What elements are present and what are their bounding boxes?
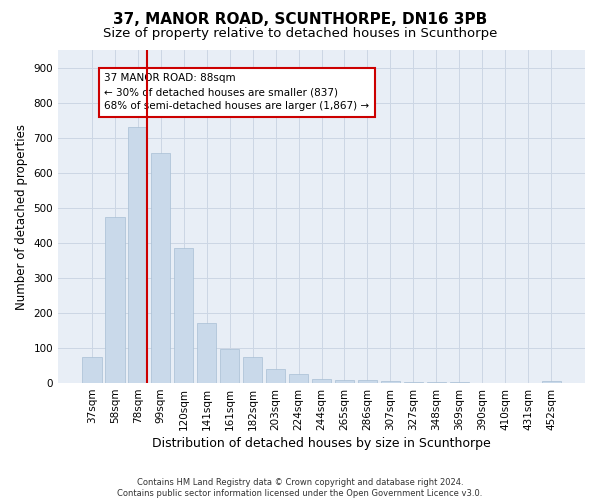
Bar: [128, 127, 148, 383]
Bar: [380, 382, 400, 383]
Bar: [220, 349, 239, 383]
Bar: [151, 154, 170, 383]
Bar: [197, 324, 217, 383]
Bar: [404, 382, 423, 383]
Text: Size of property relative to detached houses in Scunthorpe: Size of property relative to detached ho…: [103, 28, 497, 40]
Bar: [312, 379, 331, 383]
Bar: [449, 382, 469, 383]
Bar: [358, 380, 377, 383]
Text: 37, MANOR ROAD, SCUNTHORPE, DN16 3PB: 37, MANOR ROAD, SCUNTHORPE, DN16 3PB: [113, 12, 487, 28]
Bar: [105, 216, 125, 383]
Bar: [289, 374, 308, 383]
Bar: [427, 382, 446, 383]
Bar: [82, 357, 101, 383]
X-axis label: Distribution of detached houses by size in Scunthorpe: Distribution of detached houses by size …: [152, 437, 491, 450]
Bar: [335, 380, 354, 383]
Text: 37 MANOR ROAD: 88sqm
← 30% of detached houses are smaller (837)
68% of semi-deta: 37 MANOR ROAD: 88sqm ← 30% of detached h…: [104, 74, 370, 112]
Bar: [266, 369, 286, 383]
Bar: [174, 248, 193, 383]
Bar: [542, 380, 561, 383]
Text: Contains HM Land Registry data © Crown copyright and database right 2024.
Contai: Contains HM Land Registry data © Crown c…: [118, 478, 482, 498]
Bar: [243, 357, 262, 383]
Y-axis label: Number of detached properties: Number of detached properties: [15, 124, 28, 310]
